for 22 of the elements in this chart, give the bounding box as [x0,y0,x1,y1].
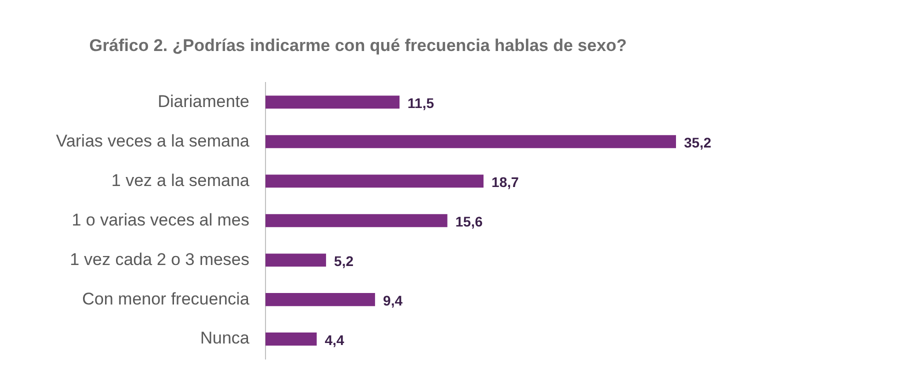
y-tick-label: Con menor frecuencia [82,289,250,308]
y-tick-label: 1 vez a la semana [111,170,250,190]
chart-title: Gráfico 2. ¿Podrías indicarme con qué frecuencia hablas de sexo? [89,36,627,55]
bar [265,135,676,148]
data-label: 5,2 [334,252,354,269]
data-label: 15,6 [455,213,483,230]
y-tick-label: Varias veces a la semana [56,131,250,150]
bar [265,332,317,346]
y-tick-label: Diariamente [158,92,250,111]
bar [265,254,326,267]
bar [265,214,448,228]
y-tick-label: 1 o varias veces al mes [72,210,250,230]
bar [265,96,400,109]
data-label: 4,4 [324,332,344,348]
data-label: 18,7 [492,174,519,190]
data-label: 11,5 [408,95,434,111]
bar [265,174,484,188]
y-tick-label: 1 vez cada 2 o 3 meses [70,250,250,269]
y-tick-label: Nunca [200,328,250,348]
data-label: 35,2 [684,134,712,150]
bar [265,293,376,306]
data-label: 9,4 [383,292,403,308]
